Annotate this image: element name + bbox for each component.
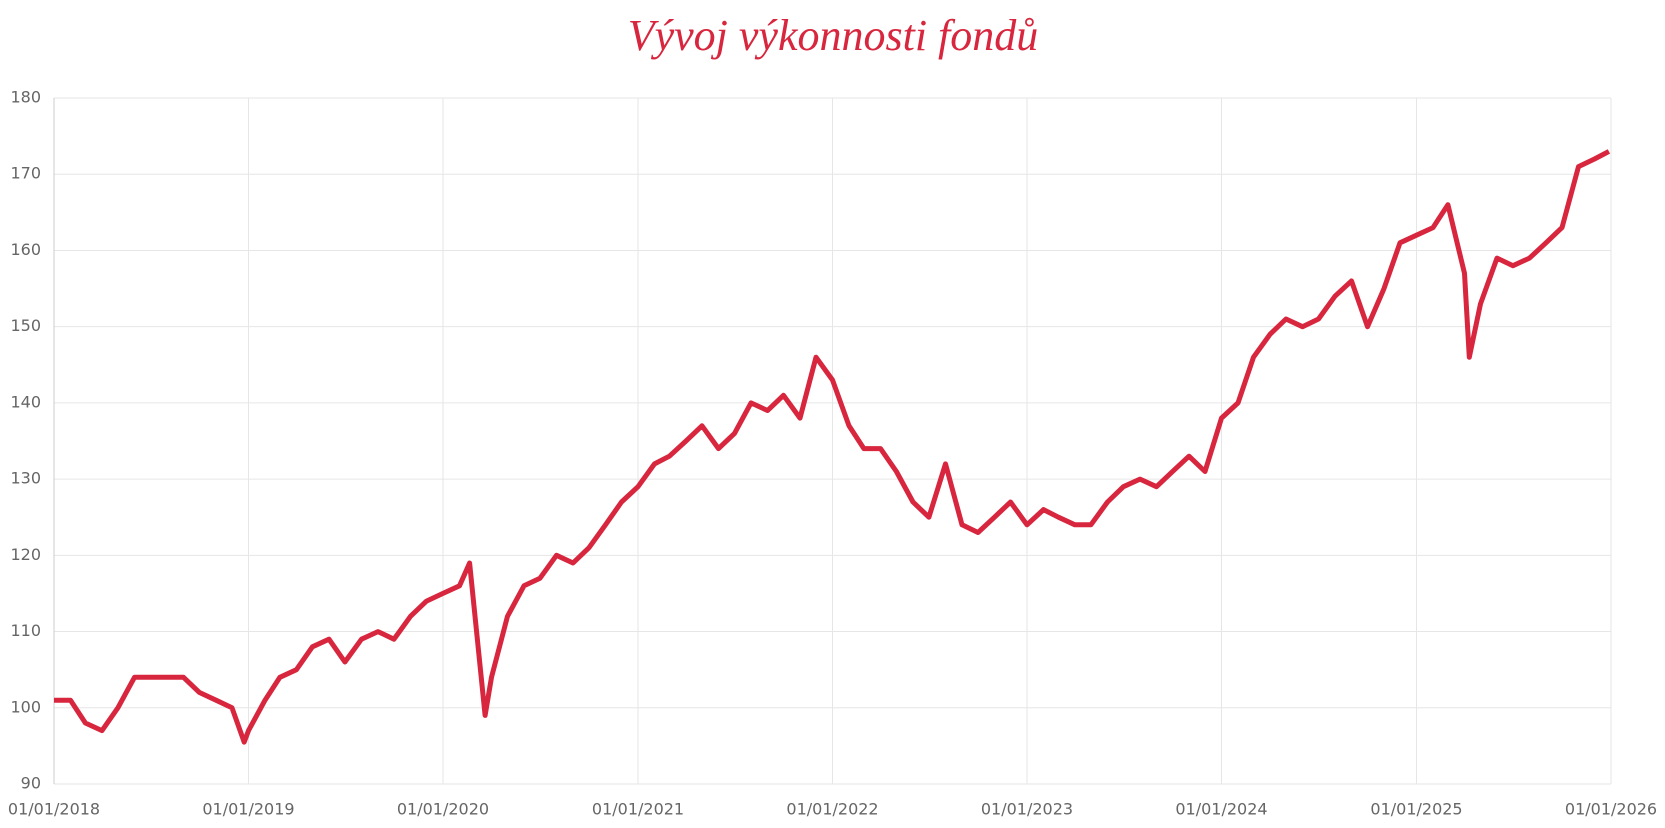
y-tick-label: 120 [10, 545, 41, 564]
x-tick-label: 01/01/2018 [8, 800, 100, 819]
y-tick-label: 100 [10, 697, 41, 716]
y-tick-label: 160 [10, 240, 41, 259]
y-tick-label: 110 [10, 621, 41, 640]
y-tick-label: 130 [10, 469, 41, 488]
y-tick-label: 180 [10, 88, 41, 107]
x-tick-label: 01/01/2024 [1175, 800, 1267, 819]
x-tick-label: 01/01/2023 [981, 800, 1073, 819]
x-tick-label: 01/01/2021 [592, 800, 684, 819]
data-line [54, 149, 1611, 745]
x-tick-label: 01/01/2022 [786, 800, 878, 819]
y-tick-label: 90 [21, 774, 41, 793]
y-tick-label: 150 [10, 316, 41, 335]
x-tick-label: 01/01/2019 [202, 800, 294, 819]
y-tick-label: 140 [10, 392, 41, 411]
x-tick-label: 01/01/2025 [1370, 800, 1462, 819]
x-tick-label: 01/01/2026 [1565, 800, 1657, 819]
x-tick-label: 01/01/2020 [397, 800, 489, 819]
chart-title: Vývoj výkonnosti fondů [628, 11, 1039, 60]
y-tick-label: 170 [10, 164, 41, 183]
